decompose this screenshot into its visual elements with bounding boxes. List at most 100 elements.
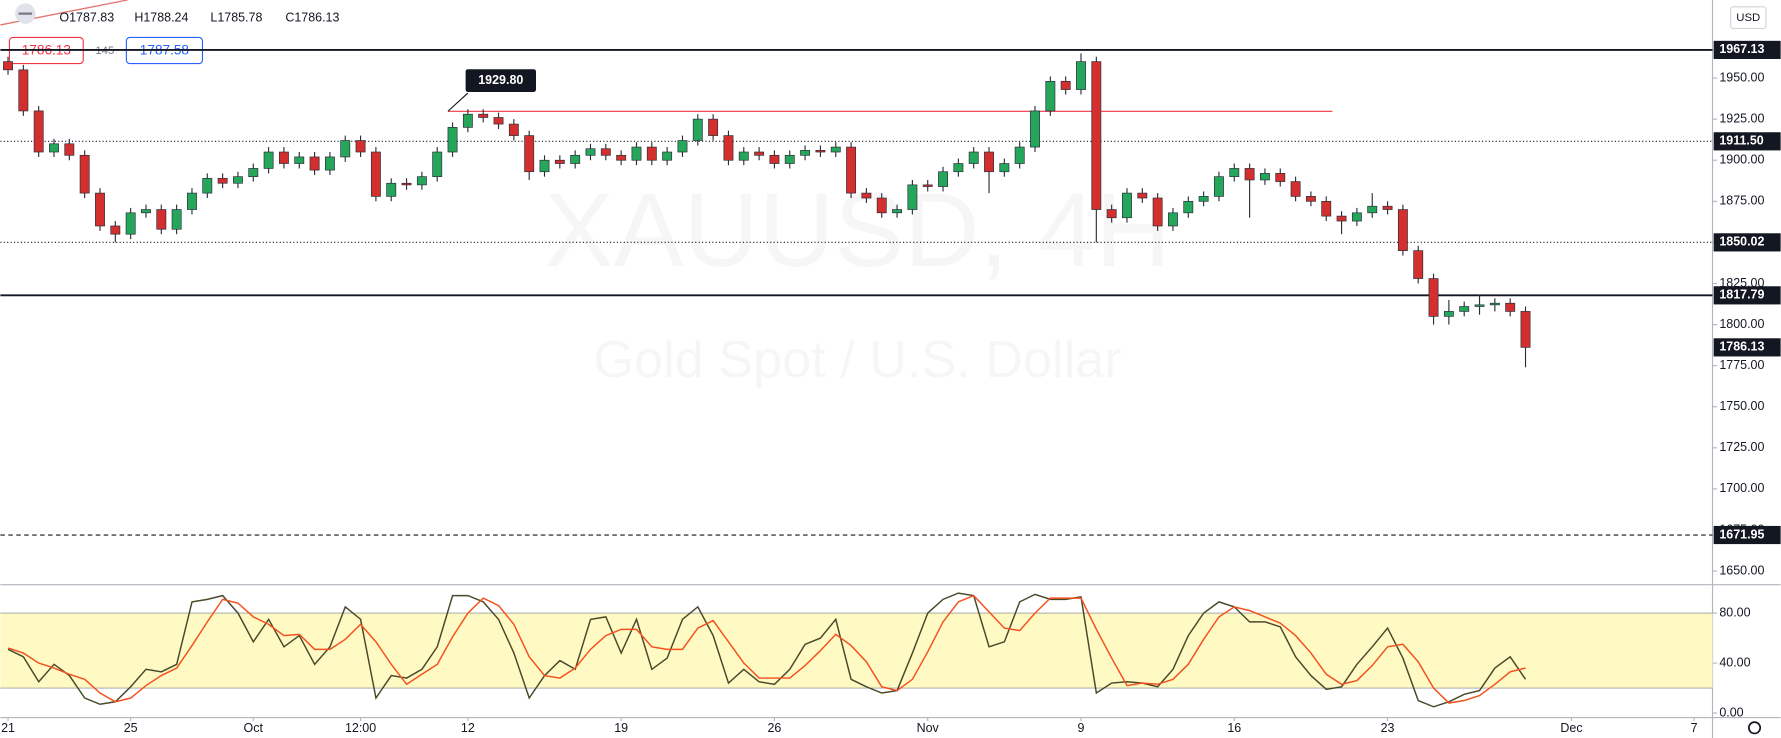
x-tick-label: Oct — [244, 721, 264, 735]
x-tick-label: Nov — [917, 721, 940, 735]
candle-body — [187, 192, 197, 210]
candle-body — [1275, 173, 1286, 182]
candle-body — [1520, 311, 1531, 348]
candle-body — [646, 146, 657, 161]
candle-body — [907, 184, 918, 210]
candle-body — [1505, 302, 1516, 312]
candle-body — [294, 156, 305, 164]
candle-body — [1091, 61, 1102, 210]
annotation-label: 1929.80 — [478, 73, 523, 87]
candle-body — [462, 113, 473, 128]
y-tick-label: 1800.00 — [1719, 317, 1764, 331]
candle-body — [600, 148, 611, 156]
candle-body — [1229, 168, 1240, 178]
x-tick-label: 25 — [124, 721, 138, 735]
candle-body — [1489, 302, 1500, 306]
candle-body — [616, 154, 627, 161]
level-label: 1817.79 — [1719, 288, 1764, 302]
currency-button[interactable] — [1730, 6, 1767, 29]
ohlc-close: C1786.13 — [285, 10, 339, 24]
level-label-box — [1713, 132, 1781, 151]
candle-body — [554, 159, 565, 164]
last-price-box — [1713, 338, 1781, 357]
candle-body — [692, 118, 703, 141]
y-tick-label: 80.00 — [1719, 605, 1750, 619]
level-label: 1911.50 — [1719, 134, 1763, 148]
candle-body — [1076, 61, 1086, 90]
candle-body — [1244, 168, 1255, 181]
x-tick-label: 21 — [1, 721, 15, 735]
y-tick-label: 1900.00 — [1719, 153, 1764, 167]
candle-body — [738, 151, 749, 161]
candle-body — [508, 123, 519, 136]
stochastic-line — [7, 594, 1526, 704]
x-tick-label: Dec — [1560, 721, 1582, 735]
candle-body — [570, 154, 581, 164]
currency: USD — [1736, 12, 1760, 24]
level-label: 1671.95 — [1719, 527, 1764, 541]
candle-body — [1137, 192, 1148, 199]
candle-body — [815, 150, 826, 153]
spread: 145 — [95, 45, 114, 57]
y-tick-label: 1750.00 — [1719, 399, 1764, 413]
settings-icon[interactable] — [1747, 721, 1762, 735]
candle-body — [33, 110, 44, 153]
candle-body — [1336, 215, 1347, 222]
candle-body — [539, 159, 550, 173]
candle-body — [1351, 212, 1362, 222]
x-tick-label: 23 — [1381, 721, 1395, 735]
candle-body — [478, 113, 489, 118]
last-price-label: 1786.13 — [1719, 340, 1764, 354]
candle-body — [1152, 197, 1163, 227]
candle-body — [125, 212, 136, 235]
candle-body — [110, 225, 121, 235]
level-label-box — [1713, 525, 1781, 545]
candle-body — [938, 171, 948, 187]
candle-body — [1030, 110, 1040, 148]
candle-body — [1014, 146, 1025, 164]
candle-body — [922, 184, 933, 187]
candle-body — [447, 127, 458, 153]
collapse-icon — [18, 12, 33, 15]
y-tick-label: 1650.00 — [1719, 563, 1764, 577]
candle-body — [723, 135, 734, 161]
y-tick-label: 1725.00 — [1719, 440, 1764, 454]
candle-body — [846, 146, 857, 194]
level-label-box — [1713, 286, 1781, 305]
candle-body — [1198, 196, 1209, 202]
candle-body — [355, 140, 366, 153]
candle-body — [1290, 181, 1301, 197]
candle-body — [1106, 209, 1117, 219]
candle-body — [156, 209, 167, 230]
candle-body — [309, 156, 320, 171]
candle-body — [141, 209, 151, 214]
y-tick-label: 1875.00 — [1719, 194, 1764, 208]
x-tick-label: 16 — [1227, 721, 1241, 735]
y-tick-label: 40.00 — [1719, 655, 1750, 669]
candle-body — [984, 151, 994, 173]
candle-body — [1443, 311, 1454, 317]
candle-body — [386, 182, 397, 197]
candle-body — [1259, 173, 1270, 181]
candle-body — [248, 168, 259, 178]
candle-body — [631, 146, 642, 161]
candle-body — [49, 143, 59, 153]
candle-body — [861, 192, 872, 199]
candle-body — [1459, 306, 1470, 312]
candle-body — [585, 148, 596, 156]
candle-body — [784, 154, 795, 164]
x-tick-label: 9 — [1078, 721, 1085, 735]
candle-body — [524, 135, 535, 173]
ohlc-low: L1785.78 — [210, 10, 262, 24]
candle-body — [18, 69, 29, 112]
candle-body — [401, 182, 412, 186]
candle-body — [1045, 81, 1056, 112]
candle-body — [416, 176, 427, 186]
watermark-symbol: XAUUSD, 4H — [544, 172, 1171, 289]
candle-body — [95, 192, 105, 227]
x-tick-label: 26 — [767, 721, 781, 735]
candle-body — [370, 151, 381, 197]
y-tick-label: 0.00 — [1719, 705, 1743, 719]
candle-body — [1321, 200, 1332, 217]
